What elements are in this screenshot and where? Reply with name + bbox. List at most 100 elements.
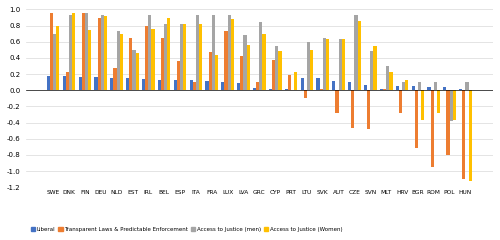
Bar xyxy=(326,39,329,90)
Bar xyxy=(69,15,72,90)
Bar xyxy=(88,30,91,90)
Bar xyxy=(98,18,100,90)
Bar xyxy=(260,22,262,90)
Bar xyxy=(430,90,434,167)
Bar xyxy=(348,82,352,90)
Bar xyxy=(78,77,82,90)
Bar xyxy=(253,88,256,90)
Bar xyxy=(231,19,234,90)
Legend: Liberal, Transparent Laws & Predictable Enforcement, Access to Justice (men), Ac: Liberal, Transparent Laws & Predictable … xyxy=(28,225,345,234)
Bar xyxy=(352,90,354,128)
Bar xyxy=(370,51,374,90)
Bar xyxy=(206,81,208,90)
Bar xyxy=(110,78,114,90)
Bar xyxy=(152,29,154,90)
Bar xyxy=(390,72,392,90)
Bar xyxy=(208,52,212,90)
Bar xyxy=(94,77,98,90)
Bar xyxy=(380,89,383,90)
Bar xyxy=(338,39,342,90)
Bar xyxy=(358,21,361,90)
Bar xyxy=(192,82,196,90)
Bar xyxy=(272,60,275,90)
Bar xyxy=(164,24,168,90)
Bar xyxy=(132,50,136,90)
Bar xyxy=(85,13,88,90)
Bar xyxy=(158,80,161,90)
Bar xyxy=(434,82,437,90)
Bar xyxy=(262,35,266,90)
Bar xyxy=(275,46,278,90)
Bar xyxy=(228,15,231,90)
Bar xyxy=(310,50,313,90)
Bar xyxy=(177,61,180,90)
Bar xyxy=(183,24,186,90)
Bar xyxy=(399,90,402,113)
Bar xyxy=(364,84,367,90)
Bar xyxy=(320,89,322,90)
Bar xyxy=(174,80,177,90)
Bar xyxy=(466,82,468,90)
Bar xyxy=(446,90,450,155)
Bar xyxy=(142,79,145,90)
Bar xyxy=(126,78,130,90)
Bar xyxy=(215,55,218,90)
Bar xyxy=(437,90,440,113)
Bar xyxy=(462,90,466,179)
Bar xyxy=(180,24,183,90)
Bar xyxy=(468,90,472,181)
Bar xyxy=(47,76,50,90)
Bar xyxy=(104,16,107,90)
Bar xyxy=(212,15,215,90)
Bar xyxy=(444,87,446,90)
Bar xyxy=(412,86,414,90)
Bar xyxy=(354,15,358,90)
Bar xyxy=(304,90,307,98)
Bar xyxy=(300,78,304,90)
Bar xyxy=(199,24,202,90)
Bar xyxy=(56,26,59,90)
Bar xyxy=(288,75,291,90)
Bar xyxy=(190,80,192,90)
Bar xyxy=(221,82,224,90)
Bar xyxy=(421,90,424,120)
Bar xyxy=(50,13,53,90)
Bar xyxy=(244,35,246,90)
Bar xyxy=(114,68,116,90)
Bar xyxy=(148,15,152,90)
Bar xyxy=(237,83,240,90)
Bar xyxy=(256,82,260,90)
Bar xyxy=(294,72,298,90)
Bar xyxy=(196,15,199,90)
Bar xyxy=(402,82,405,90)
Bar xyxy=(414,90,418,148)
Bar xyxy=(453,90,456,120)
Bar xyxy=(120,35,123,90)
Bar xyxy=(72,13,76,90)
Bar xyxy=(374,46,376,90)
Bar xyxy=(100,15,104,90)
Bar xyxy=(316,78,320,90)
Bar xyxy=(136,53,139,90)
Bar xyxy=(246,45,250,90)
Bar xyxy=(53,34,56,90)
Bar xyxy=(450,90,453,121)
Bar xyxy=(386,66,390,90)
Bar xyxy=(307,42,310,90)
Bar xyxy=(405,80,408,90)
Bar xyxy=(418,82,421,90)
Bar xyxy=(66,72,69,90)
Bar xyxy=(278,51,281,90)
Bar xyxy=(322,38,326,90)
Bar xyxy=(459,89,462,90)
Bar xyxy=(336,90,338,113)
Bar xyxy=(82,13,85,90)
Bar xyxy=(342,39,345,90)
Bar xyxy=(240,56,244,90)
Bar xyxy=(116,31,120,90)
Bar xyxy=(428,87,430,90)
Bar xyxy=(224,31,228,90)
Bar xyxy=(130,38,132,90)
Bar xyxy=(168,18,170,90)
Bar xyxy=(383,89,386,90)
